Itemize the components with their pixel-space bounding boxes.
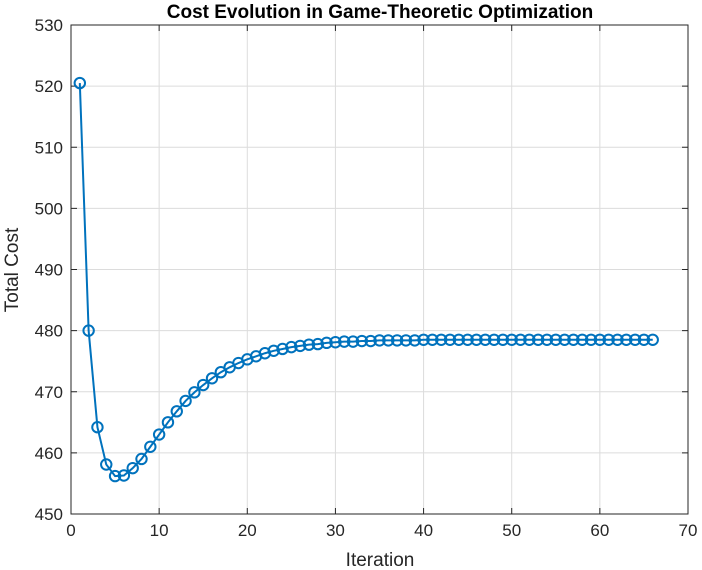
data-point-marker [100,458,113,471]
data-point-marker [628,333,642,346]
data-point-marker [311,337,324,351]
data-point-marker [558,333,571,346]
data-point-marker [285,340,298,354]
data-point-marker [417,333,430,346]
y-tick-label: 520 [35,77,63,96]
data-point-marker [276,342,289,356]
data-point-marker [487,333,501,346]
x-tick-label: 40 [414,521,433,540]
data-point-marker [373,334,386,347]
data-point-marker [584,333,598,346]
x-axis-ticks: 0 10 20 30 40 50 60 70 [66,25,697,540]
x-tick-label: 70 [679,521,698,540]
y-tick-label: 490 [35,261,63,280]
data-point-marker [205,372,219,385]
data-point-marker [161,416,175,429]
data-point-marker [108,469,122,483]
data-point-marker [549,333,562,346]
y-tick-label: 480 [35,322,63,341]
data-point-marker [452,333,466,346]
data-point-marker [637,333,651,346]
x-tick-label: 20 [238,521,257,540]
data-point-marker [346,335,360,348]
data-point-marker [364,334,377,348]
data-point-marker [602,333,615,346]
data-point-marker [82,324,95,337]
data-point-marker [126,461,139,475]
x-tick-label: 50 [502,521,521,540]
data-point-marker [531,333,545,346]
y-axis-label: Total Cost [2,227,23,312]
data-point-marker [267,344,280,357]
data-point-marker [302,338,316,351]
data-point-marker [355,334,369,348]
y-tick-label: 470 [35,383,63,402]
data-point-marker [382,334,395,347]
data-point-marker [408,334,421,347]
data-point-marker [620,333,633,346]
data-point-marker [329,336,342,349]
grid-lines [71,25,688,514]
data-point-marker [399,334,413,347]
y-tick-label: 450 [35,505,63,524]
data-point-marker [611,333,624,346]
chart-title: Cost Evolution in Game-Theoretic Optimiz… [167,2,593,23]
data-point-marker [338,335,351,348]
data-point-marker [479,333,492,346]
x-tick-label: 0 [66,521,75,540]
data-point-marker [91,421,104,434]
data-point-marker [135,452,148,466]
y-tick-label: 500 [35,199,63,218]
data-point-marker [443,333,457,346]
data-point-marker [514,333,527,346]
y-tick-label: 460 [35,444,63,463]
plot-frame [70,24,689,515]
data-point-marker [646,333,659,346]
data-point-marker [179,394,192,408]
data-point-marker [593,333,607,346]
data-point-marker [567,333,580,346]
data-point-marker [73,76,87,90]
data-point-marker [576,333,589,346]
data-point-marker [496,333,510,346]
data-point-marker [320,336,333,350]
data-point-marker [435,333,448,346]
data-point-marker [470,333,483,346]
data-point-marker [426,333,439,346]
x-tick-label: 30 [326,521,345,540]
data-point-marker [523,333,536,346]
data-point-marker [293,339,307,353]
y-tick-label: 510 [35,138,63,157]
data-point-marker [461,333,474,346]
data-point-marker [188,386,201,399]
data-series [73,76,659,483]
x-tick-label: 10 [150,521,169,540]
data-point-marker [505,333,518,346]
x-tick-label: 60 [590,521,609,540]
data-point-marker [197,378,210,392]
data-point-marker [152,428,166,441]
data-point-marker [117,469,131,482]
x-axis-label: Iteration [346,550,415,570]
data-point-marker [144,440,157,453]
data-point-marker [170,405,183,418]
data-point-marker [540,333,554,346]
data-point-marker [390,334,404,347]
y-axis-ticks: 450 460 470 480 490 500 510 520 530 [35,16,688,524]
y-tick-label: 530 [35,16,63,35]
